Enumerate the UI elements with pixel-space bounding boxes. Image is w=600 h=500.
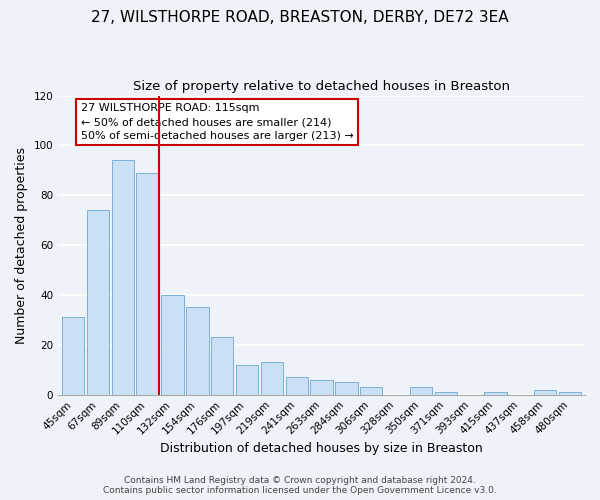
X-axis label: Distribution of detached houses by size in Breaston: Distribution of detached houses by size …	[160, 442, 483, 455]
Text: 27 WILSTHORPE ROAD: 115sqm
← 50% of detached houses are smaller (214)
50% of sem: 27 WILSTHORPE ROAD: 115sqm ← 50% of deta…	[80, 103, 353, 141]
Text: 27, WILSTHORPE ROAD, BREASTON, DERBY, DE72 3EA: 27, WILSTHORPE ROAD, BREASTON, DERBY, DE…	[91, 10, 509, 25]
Bar	[136, 173, 159, 394]
Bar	[211, 338, 233, 394]
Bar	[310, 380, 333, 394]
Bar	[186, 308, 209, 394]
Bar	[335, 382, 358, 394]
Bar	[161, 295, 184, 394]
Bar	[236, 365, 258, 394]
Bar	[534, 390, 556, 394]
Bar	[559, 392, 581, 394]
Text: Contains HM Land Registry data © Crown copyright and database right 2024.
Contai: Contains HM Land Registry data © Crown c…	[103, 476, 497, 495]
Bar	[286, 378, 308, 394]
Bar	[62, 318, 84, 394]
Title: Size of property relative to detached houses in Breaston: Size of property relative to detached ho…	[133, 80, 510, 93]
Bar	[260, 362, 283, 394]
Bar	[112, 160, 134, 394]
Bar	[87, 210, 109, 394]
Y-axis label: Number of detached properties: Number of detached properties	[15, 146, 28, 344]
Bar	[484, 392, 507, 394]
Bar	[360, 387, 382, 394]
Bar	[410, 387, 432, 394]
Bar	[434, 392, 457, 394]
